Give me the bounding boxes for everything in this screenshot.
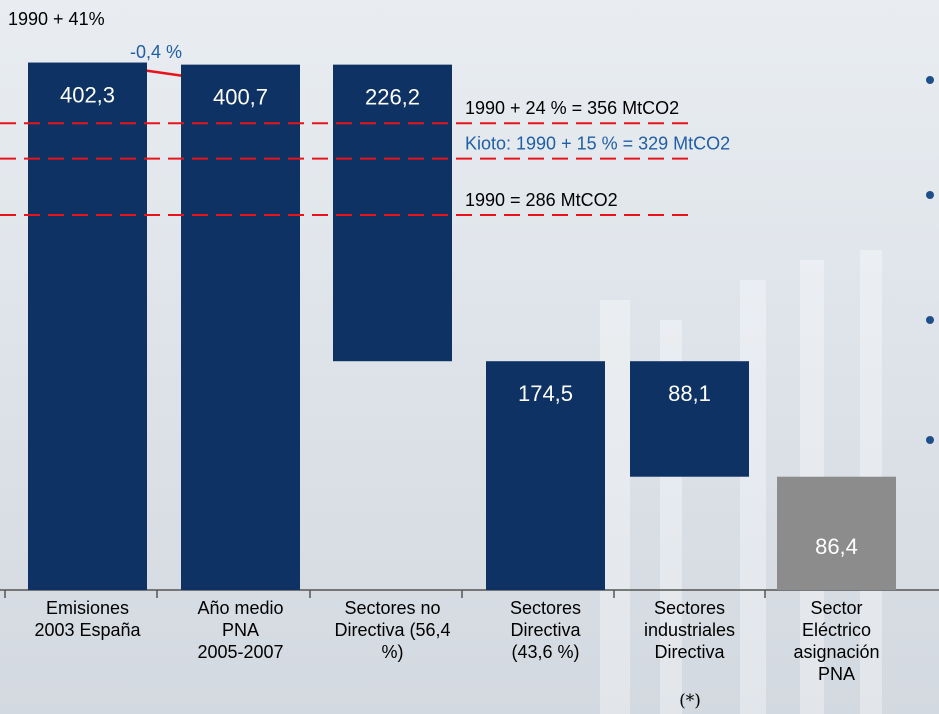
bar [630,361,749,477]
value-label: 86,4 [815,534,858,559]
bullets [926,76,934,444]
category-label: Sector Eléctrico asignación PNA [762,597,912,685]
value-label: 402,3 [60,82,115,107]
category-label: Emisiones 2003 España [13,597,163,641]
category-label: Sectores no Directiva (56,4 %) [318,597,468,663]
reference-label: 1990 = 286 MtCO2 [465,190,618,210]
value-label: 88,1 [668,381,711,406]
bar [181,65,300,590]
category-label: Año medio PNA 2005-2007 [166,597,316,663]
bar [28,63,147,590]
value-label: 174,5 [518,381,573,406]
reference-label: Kioto: 1990 + 15 % = 329 MtCO2 [465,133,730,153]
value-label: 226,2 [365,84,420,109]
value-label: 400,7 [213,84,268,109]
change-annotation: -0,4 % [130,42,182,62]
slide: 1990 + 41% -0,4 % 402,3 400,7 226,2 174,5 88… [0,0,939,714]
growth-annotation: 1990 + 41% [8,9,105,29]
reference-label: 1990 + 24 % = 356 MtCO2 [465,98,679,118]
category-label: Sectores Directiva (43,6 %) [471,597,621,663]
footnote: (*) [615,690,765,712]
category-label: Sectores industriales Directiva [615,597,765,663]
